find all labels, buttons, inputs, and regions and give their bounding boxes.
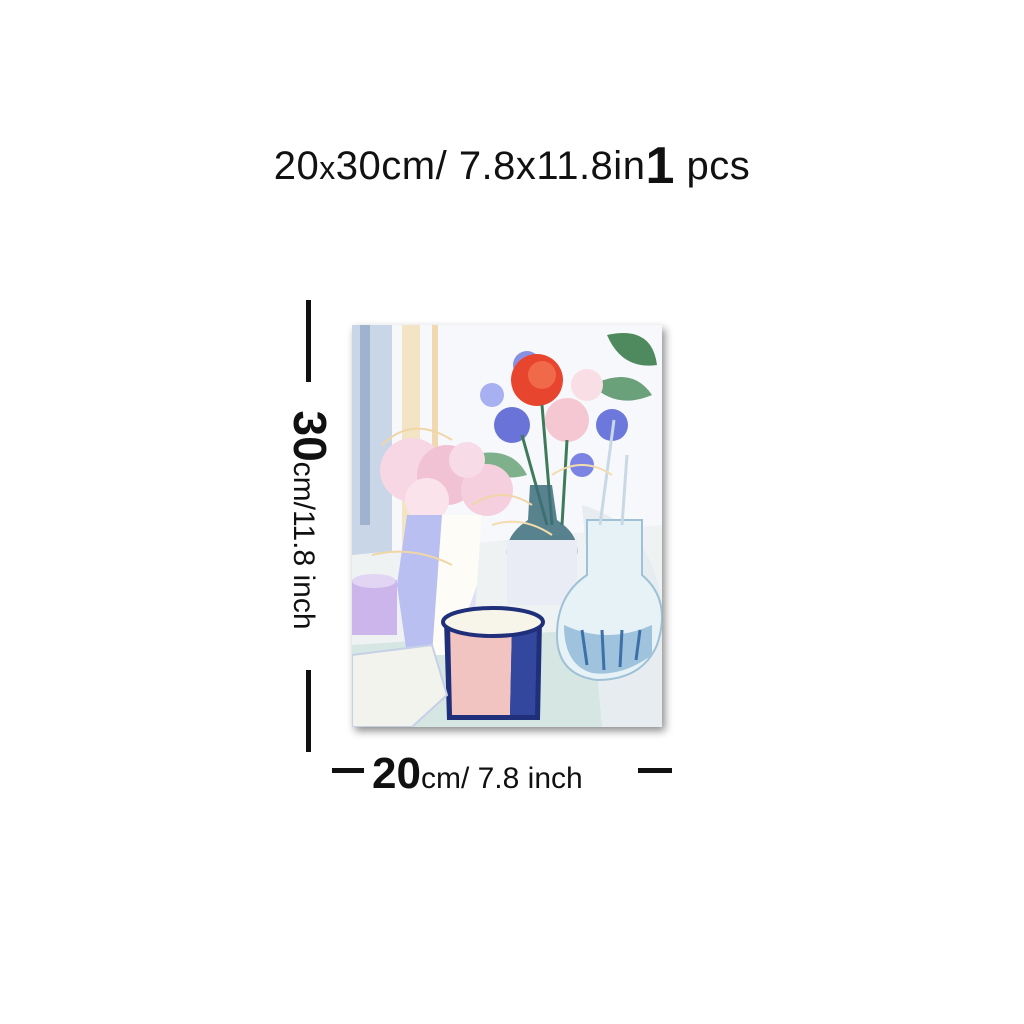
headline-cm: 20 bbox=[273, 144, 320, 188]
width-number: 20 bbox=[372, 749, 421, 798]
headline-qty-number: 1 bbox=[645, 137, 675, 195]
headline-x: x bbox=[319, 150, 336, 186]
width-label: 20cm/ 7.8 inch bbox=[372, 752, 583, 796]
height-label: 30cm/11.8 inch bbox=[284, 410, 336, 630]
floral-still-life-image bbox=[352, 325, 662, 727]
size-headline: 20x30cm/ 7.8x11.8in1 pcs bbox=[0, 136, 1024, 196]
width-unit: cm/ 7.8 inch bbox=[420, 762, 583, 795]
width-line-right bbox=[638, 768, 672, 773]
headline-cm2: 30cm/ bbox=[335, 144, 448, 188]
height-line-bottom bbox=[306, 670, 311, 752]
headline-inch: 7.8x11.8in bbox=[458, 144, 646, 188]
poster-artwork bbox=[352, 325, 662, 727]
height-number: 30 bbox=[284, 410, 336, 462]
height-line-top bbox=[306, 300, 311, 382]
width-line-left bbox=[332, 768, 364, 773]
height-unit: cm/11.8 inch bbox=[287, 461, 320, 630]
headline-qty-unit: pcs bbox=[686, 144, 751, 188]
